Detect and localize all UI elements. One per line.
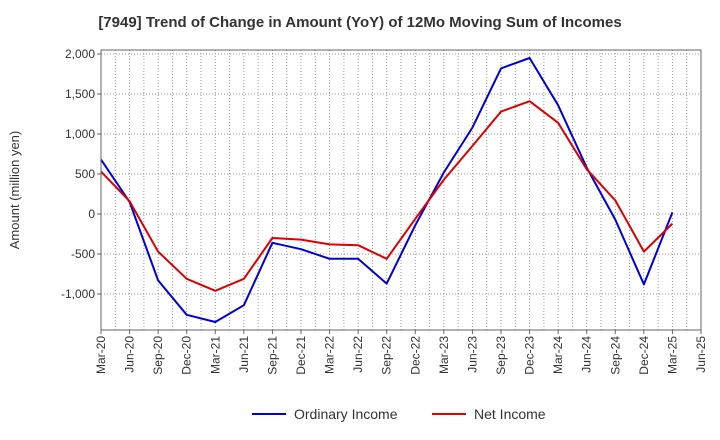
y-tick-label: 1,500 [65, 87, 95, 101]
x-tick-label: Dec-21 [294, 336, 308, 375]
chart-title: [7949] Trend of Change in Amount (YoY) o… [98, 14, 622, 31]
x-tick-label: Mar-24 [551, 336, 565, 374]
plot-frame [100, 49, 702, 331]
y-axis-label: Amount (million yen) [7, 131, 22, 250]
x-tick-label: Sep-23 [494, 336, 508, 375]
x-tick-label: Jun-21 [237, 336, 251, 373]
x-tick-label: Mar-25 [665, 336, 679, 374]
y-tick-label: 500 [75, 167, 95, 181]
legend: Ordinary Income Net Income [252, 406, 546, 422]
x-tick-label: Sep-22 [380, 336, 394, 375]
x-tick-label: Sep-21 [265, 336, 279, 375]
x-tick-label: Jun-22 [351, 336, 365, 373]
y-tick-label: 1,000 [65, 127, 95, 141]
x-tick-label: Mar-22 [323, 336, 337, 374]
series-line-ordinary-income [100, 57, 674, 323]
x-tick-label: Jun-20 [123, 336, 137, 373]
x-tick-label: Jun-25 [694, 336, 708, 373]
x-tick-label: Mar-21 [208, 336, 222, 374]
x-tick-label: Dec-22 [408, 336, 422, 375]
legend-label: Net Income [474, 406, 546, 422]
series-lines [100, 57, 674, 323]
x-tick-label: Mar-20 [94, 336, 108, 374]
x-tick-label: Dec-24 [637, 336, 651, 375]
x-tick-label: Jun-24 [580, 336, 594, 373]
series-line-net-income [100, 100, 674, 292]
y-tick-label: -500 [71, 247, 95, 261]
y-tick-label: 2,000 [65, 47, 95, 61]
x-tick-label: Jun-23 [465, 336, 479, 373]
x-axis-ticks: Mar-20 Jun-20 Sep-20 Dec-20 Mar-21 Jun-21 Sep-… [94, 330, 708, 375]
x-tick-label: Sep-20 [151, 336, 165, 375]
x-tick-label: Dec-20 [180, 336, 194, 375]
x-tick-label: Sep-24 [608, 336, 622, 375]
y-tick-label: 0 [88, 207, 95, 221]
y-axis-ticks: -1,000 -500 0 500 1,000 1,500 2,000 [61, 47, 101, 301]
plot-background [101, 50, 701, 330]
legend-label: Ordinary Income [294, 406, 398, 422]
y-tick-label: -1,000 [61, 287, 95, 301]
x-tick-label: Mar-23 [437, 336, 451, 374]
x-tick-label: Dec-23 [523, 336, 537, 375]
